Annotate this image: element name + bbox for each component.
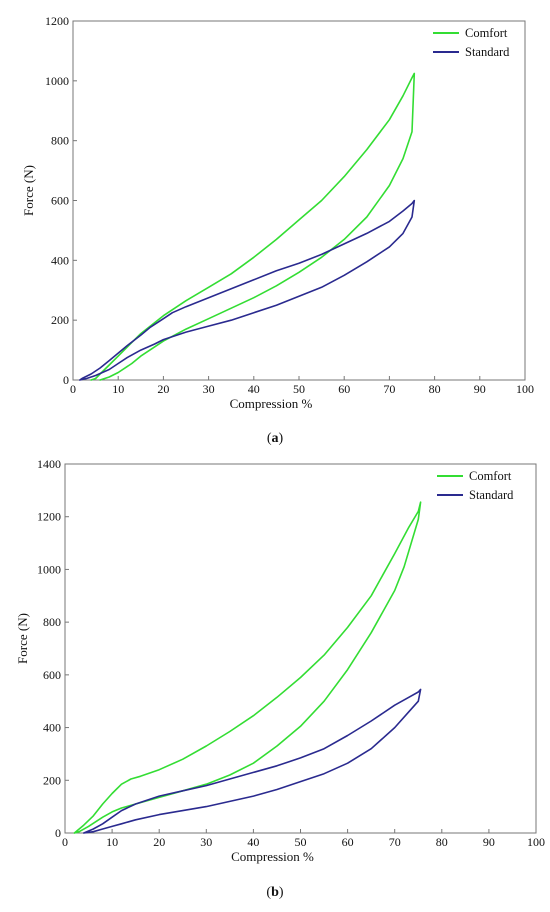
y-tick-label: 200	[51, 313, 69, 327]
x-tick-label: 30	[200, 835, 212, 849]
x-tick-label: 100	[527, 835, 545, 849]
x-tick-label: 80	[429, 382, 441, 396]
chart-a: (a) 0 10 20 30 40 50 60 70 80 90 10002004006008001…	[21, 14, 534, 446]
x-tick-label: 10	[106, 835, 118, 849]
x-tick-label: 50	[293, 382, 305, 396]
y-tick-label: 1000	[45, 74, 69, 88]
panel-caption-a: (a)	[267, 431, 284, 446]
x-tick-label: 20	[153, 835, 165, 849]
y-tick-label: 1000	[37, 562, 61, 576]
legend-label-standard: Standard	[469, 488, 514, 502]
x-tick-label: 10	[112, 382, 124, 396]
x-tick-label: 70	[389, 835, 401, 849]
plot-frame	[72, 20, 526, 381]
series-line-standard	[79, 199, 416, 381]
y-axis-title: Force (N)	[21, 165, 36, 216]
y-tick-label: 1400	[37, 457, 61, 471]
x-tick-label: 40	[247, 835, 259, 849]
x-tick-label: 50	[295, 835, 307, 849]
y-axis-title: Force (N)	[15, 613, 30, 664]
y-tick-label: 1200	[37, 510, 61, 524]
y-tick-label: 200	[43, 773, 61, 787]
legend-label-comfort: Comfort	[469, 469, 512, 483]
y-tick-label: 0	[63, 373, 69, 387]
x-axis-title: Compression %	[231, 849, 314, 864]
chart-b: (b) 0 10 20 30 40 50 60 70 80 90 10002004006008001…	[15, 457, 545, 900]
x-tick-label: 70	[383, 382, 395, 396]
y-tick-label: 0	[55, 826, 61, 840]
x-tick-label: 60	[342, 835, 354, 849]
x-tick-label: 90	[474, 382, 486, 396]
x-tick-label: 80	[436, 835, 448, 849]
y-tick-label: 800	[51, 134, 69, 148]
legend-label-comfort: Comfort	[465, 26, 508, 40]
series-line-comfort	[90, 72, 416, 381]
y-tick-label: 800	[43, 615, 61, 629]
figure-panel-a: (a) 0 10 20 30 40 50 60 70 80 90 100 0 200 400 600 800 1…	[0, 0, 550, 450]
x-tick-label: 90	[483, 835, 495, 849]
panel-caption-b: (b)	[266, 885, 283, 900]
y-tick-label: 1200	[45, 14, 69, 28]
x-tick-label: 0	[70, 382, 76, 396]
series-line-comfort	[73, 501, 422, 834]
x-tick-label: 100	[516, 382, 534, 396]
x-tick-label: 30	[203, 382, 215, 396]
y-tick-label: 600	[43, 668, 61, 682]
legend-label-standard: Standard	[465, 45, 510, 59]
x-tick-label: 20	[157, 382, 169, 396]
y-tick-label: 600	[51, 194, 69, 208]
y-tick-label: 400	[43, 721, 61, 735]
figure-panel-b: (b) 0 10 20 30 40 50 60 70 80 90 100 0 200 400 600 800 1…	[0, 452, 550, 912]
x-tick-label: 40	[248, 382, 260, 396]
x-tick-label: 60	[338, 382, 350, 396]
series-line-standard	[83, 688, 422, 834]
x-tick-label: 0	[62, 835, 68, 849]
x-axis-title: Compression %	[230, 396, 313, 411]
y-tick-label: 400	[51, 253, 69, 267]
